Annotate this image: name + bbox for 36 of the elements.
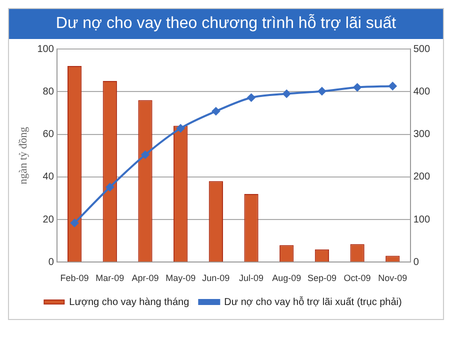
y-tick-label: 80: [42, 86, 54, 98]
point: [141, 150, 150, 159]
x-tick-label: May-09: [166, 273, 196, 284]
y-axis-title: ngàn tỷ đồng: [17, 126, 30, 184]
point: [70, 218, 79, 227]
x-tick-label: Sep-09: [307, 273, 336, 284]
y2-tick-label: 500: [413, 44, 430, 55]
legend-label: Lượng cho vay hàng tháng: [69, 296, 190, 308]
x-tick-label: Aug-09: [272, 273, 302, 284]
x-tick-label: Oct-09: [344, 273, 371, 284]
y-tick-label: 60: [42, 129, 54, 140]
point: [176, 124, 185, 132]
y2-tick-label: 400: [413, 86, 430, 98]
point: [353, 83, 362, 92]
y-tick-label: 40: [42, 172, 54, 183]
point: [282, 90, 291, 98]
x-tick-label: Jun-09: [202, 273, 230, 284]
point: [247, 94, 256, 102]
y-tick-label: 0: [48, 256, 54, 268]
y-tick-label: 20: [42, 214, 54, 226]
y-tick-label: 100: [37, 44, 54, 55]
y2-tick-label: 100: [413, 214, 430, 226]
point: [318, 87, 326, 96]
chart-title: Dư nợ cho vay theo chương trình hỗ trợ lãi suất: [9, 9, 443, 39]
x-tick-label: Feb-09: [60, 273, 89, 284]
y2-tick-label: 200: [413, 172, 430, 183]
x-tick-label: Jul-09: [239, 273, 264, 284]
x-tick-label: Apr-09: [132, 273, 159, 284]
x-tick-label: Nov-09: [378, 273, 408, 284]
point: [388, 82, 397, 90]
x-tick-label: Mar-09: [96, 273, 124, 284]
y2-tick-label: 300: [413, 129, 430, 140]
y2-tick-label: 0: [413, 256, 420, 268]
point: [212, 107, 220, 116]
point: [106, 183, 114, 192]
legend-label: Dư nợ cho vay hỗ trợ lãi xuất (trục phải): [224, 296, 402, 308]
